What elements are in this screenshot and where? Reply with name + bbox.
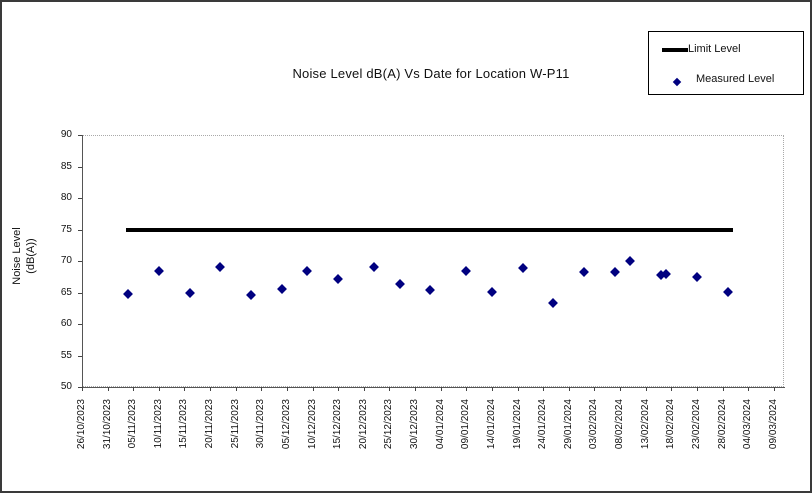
x-tick-label: 10/11/2023 bbox=[153, 399, 164, 449]
limit-line-swatch-icon bbox=[662, 48, 688, 52]
y-tick-label: 75 bbox=[60, 224, 72, 235]
y-tick-mark bbox=[78, 198, 82, 199]
x-tick-label: 23/02/2024 bbox=[691, 399, 702, 450]
y-tick-mark bbox=[78, 230, 82, 231]
x-tick-label: 28/02/2024 bbox=[717, 399, 728, 450]
y-tick-label: 70 bbox=[60, 255, 72, 266]
x-tick-label: 05/11/2023 bbox=[127, 399, 138, 449]
x-tick-label: 29/01/2024 bbox=[563, 399, 574, 450]
y-tick-mark bbox=[78, 324, 82, 325]
x-tick-label: 30/11/2023 bbox=[255, 399, 266, 449]
y-tick-label: 90 bbox=[60, 129, 72, 140]
y-tick-mark bbox=[78, 387, 82, 388]
x-tick-label: 10/12/2023 bbox=[307, 399, 318, 450]
x-tick-mark bbox=[569, 387, 570, 391]
x-tick-label: 25/11/2023 bbox=[230, 399, 241, 449]
x-axis-line bbox=[82, 387, 785, 388]
limit-level-line bbox=[126, 228, 733, 232]
y-tick-mark bbox=[78, 135, 82, 136]
x-tick-label: 30/12/2023 bbox=[409, 399, 420, 450]
x-tick-label: 24/01/2024 bbox=[537, 399, 548, 450]
y-tick-label: 55 bbox=[60, 350, 72, 361]
x-tick-mark bbox=[184, 387, 185, 391]
x-tick-mark bbox=[210, 387, 211, 391]
x-tick-label: 08/02/2024 bbox=[614, 399, 625, 450]
y-axis-title: Noise Level (dB(A)) bbox=[10, 181, 40, 331]
x-tick-label: 20/11/2023 bbox=[204, 399, 215, 449]
x-tick-label: 25/12/2023 bbox=[383, 399, 394, 450]
y-tick-mark bbox=[78, 356, 82, 357]
x-tick-mark bbox=[620, 387, 621, 391]
x-tick-mark bbox=[82, 387, 83, 391]
x-tick-mark bbox=[364, 387, 365, 391]
legend-measured-label: Measured Level bbox=[696, 73, 775, 85]
x-tick-label: 09/03/2024 bbox=[768, 399, 779, 450]
x-tick-label: 09/01/2024 bbox=[460, 399, 471, 450]
x-tick-label: 20/12/2023 bbox=[358, 399, 369, 450]
x-tick-mark bbox=[389, 387, 390, 391]
x-tick-mark bbox=[313, 387, 314, 391]
chart-title: Noise Level dB(A) Vs Date for Location W… bbox=[292, 66, 570, 81]
legend-entry-measured-level: Measured Level bbox=[649, 70, 803, 90]
x-tick-label: 18/02/2024 bbox=[665, 399, 676, 450]
plot-area bbox=[82, 135, 784, 387]
x-tick-mark bbox=[671, 387, 672, 391]
y-axis-title-line2: (dB(A)) bbox=[25, 238, 37, 274]
y-tick-mark bbox=[78, 293, 82, 294]
x-tick-label: 26/10/2023 bbox=[76, 399, 87, 450]
x-tick-label: 31/10/2023 bbox=[102, 399, 113, 450]
x-tick-mark bbox=[108, 387, 109, 391]
y-tick-label: 85 bbox=[60, 161, 72, 172]
y-tick-mark bbox=[78, 167, 82, 168]
x-tick-mark bbox=[492, 387, 493, 391]
x-tick-label: 13/02/2024 bbox=[640, 399, 651, 450]
diamond-marker-icon bbox=[672, 77, 682, 87]
x-tick-mark bbox=[338, 387, 339, 391]
y-tick-mark bbox=[78, 261, 82, 262]
x-tick-mark bbox=[441, 387, 442, 391]
x-tick-label: 03/02/2024 bbox=[588, 399, 599, 450]
x-tick-label: 04/01/2024 bbox=[435, 399, 446, 450]
y-axis-line bbox=[82, 135, 83, 388]
legend-limit-label: Limit Level bbox=[688, 43, 741, 55]
x-tick-mark bbox=[774, 387, 775, 391]
x-tick-mark bbox=[133, 387, 134, 391]
x-tick-mark bbox=[287, 387, 288, 391]
x-tick-label: 04/03/2024 bbox=[742, 399, 753, 450]
x-tick-mark bbox=[236, 387, 237, 391]
x-tick-mark bbox=[697, 387, 698, 391]
x-tick-label: 05/12/2023 bbox=[281, 399, 292, 450]
x-tick-mark bbox=[466, 387, 467, 391]
x-tick-label: 15/11/2023 bbox=[178, 399, 189, 449]
x-tick-mark bbox=[543, 387, 544, 391]
x-tick-mark bbox=[748, 387, 749, 391]
y-tick-label: 65 bbox=[60, 287, 72, 298]
x-tick-label: 14/01/2024 bbox=[486, 399, 497, 450]
y-tick-label: 50 bbox=[60, 381, 72, 392]
x-tick-mark bbox=[723, 387, 724, 391]
y-tick-label: 80 bbox=[60, 192, 72, 203]
x-tick-mark bbox=[159, 387, 160, 391]
x-tick-mark bbox=[518, 387, 519, 391]
y-tick-label: 60 bbox=[60, 318, 72, 329]
x-tick-mark bbox=[415, 387, 416, 391]
x-tick-mark bbox=[261, 387, 262, 391]
x-tick-mark bbox=[646, 387, 647, 391]
x-tick-label: 19/01/2024 bbox=[512, 399, 523, 450]
y-axis-title-line1: Noise Level bbox=[11, 227, 23, 285]
x-tick-label: 15/12/2023 bbox=[332, 399, 343, 450]
legend-entry-limit-level: Limit Level bbox=[649, 40, 803, 60]
x-tick-mark bbox=[594, 387, 595, 391]
legend-box: Limit Level Measured Level bbox=[648, 31, 804, 95]
